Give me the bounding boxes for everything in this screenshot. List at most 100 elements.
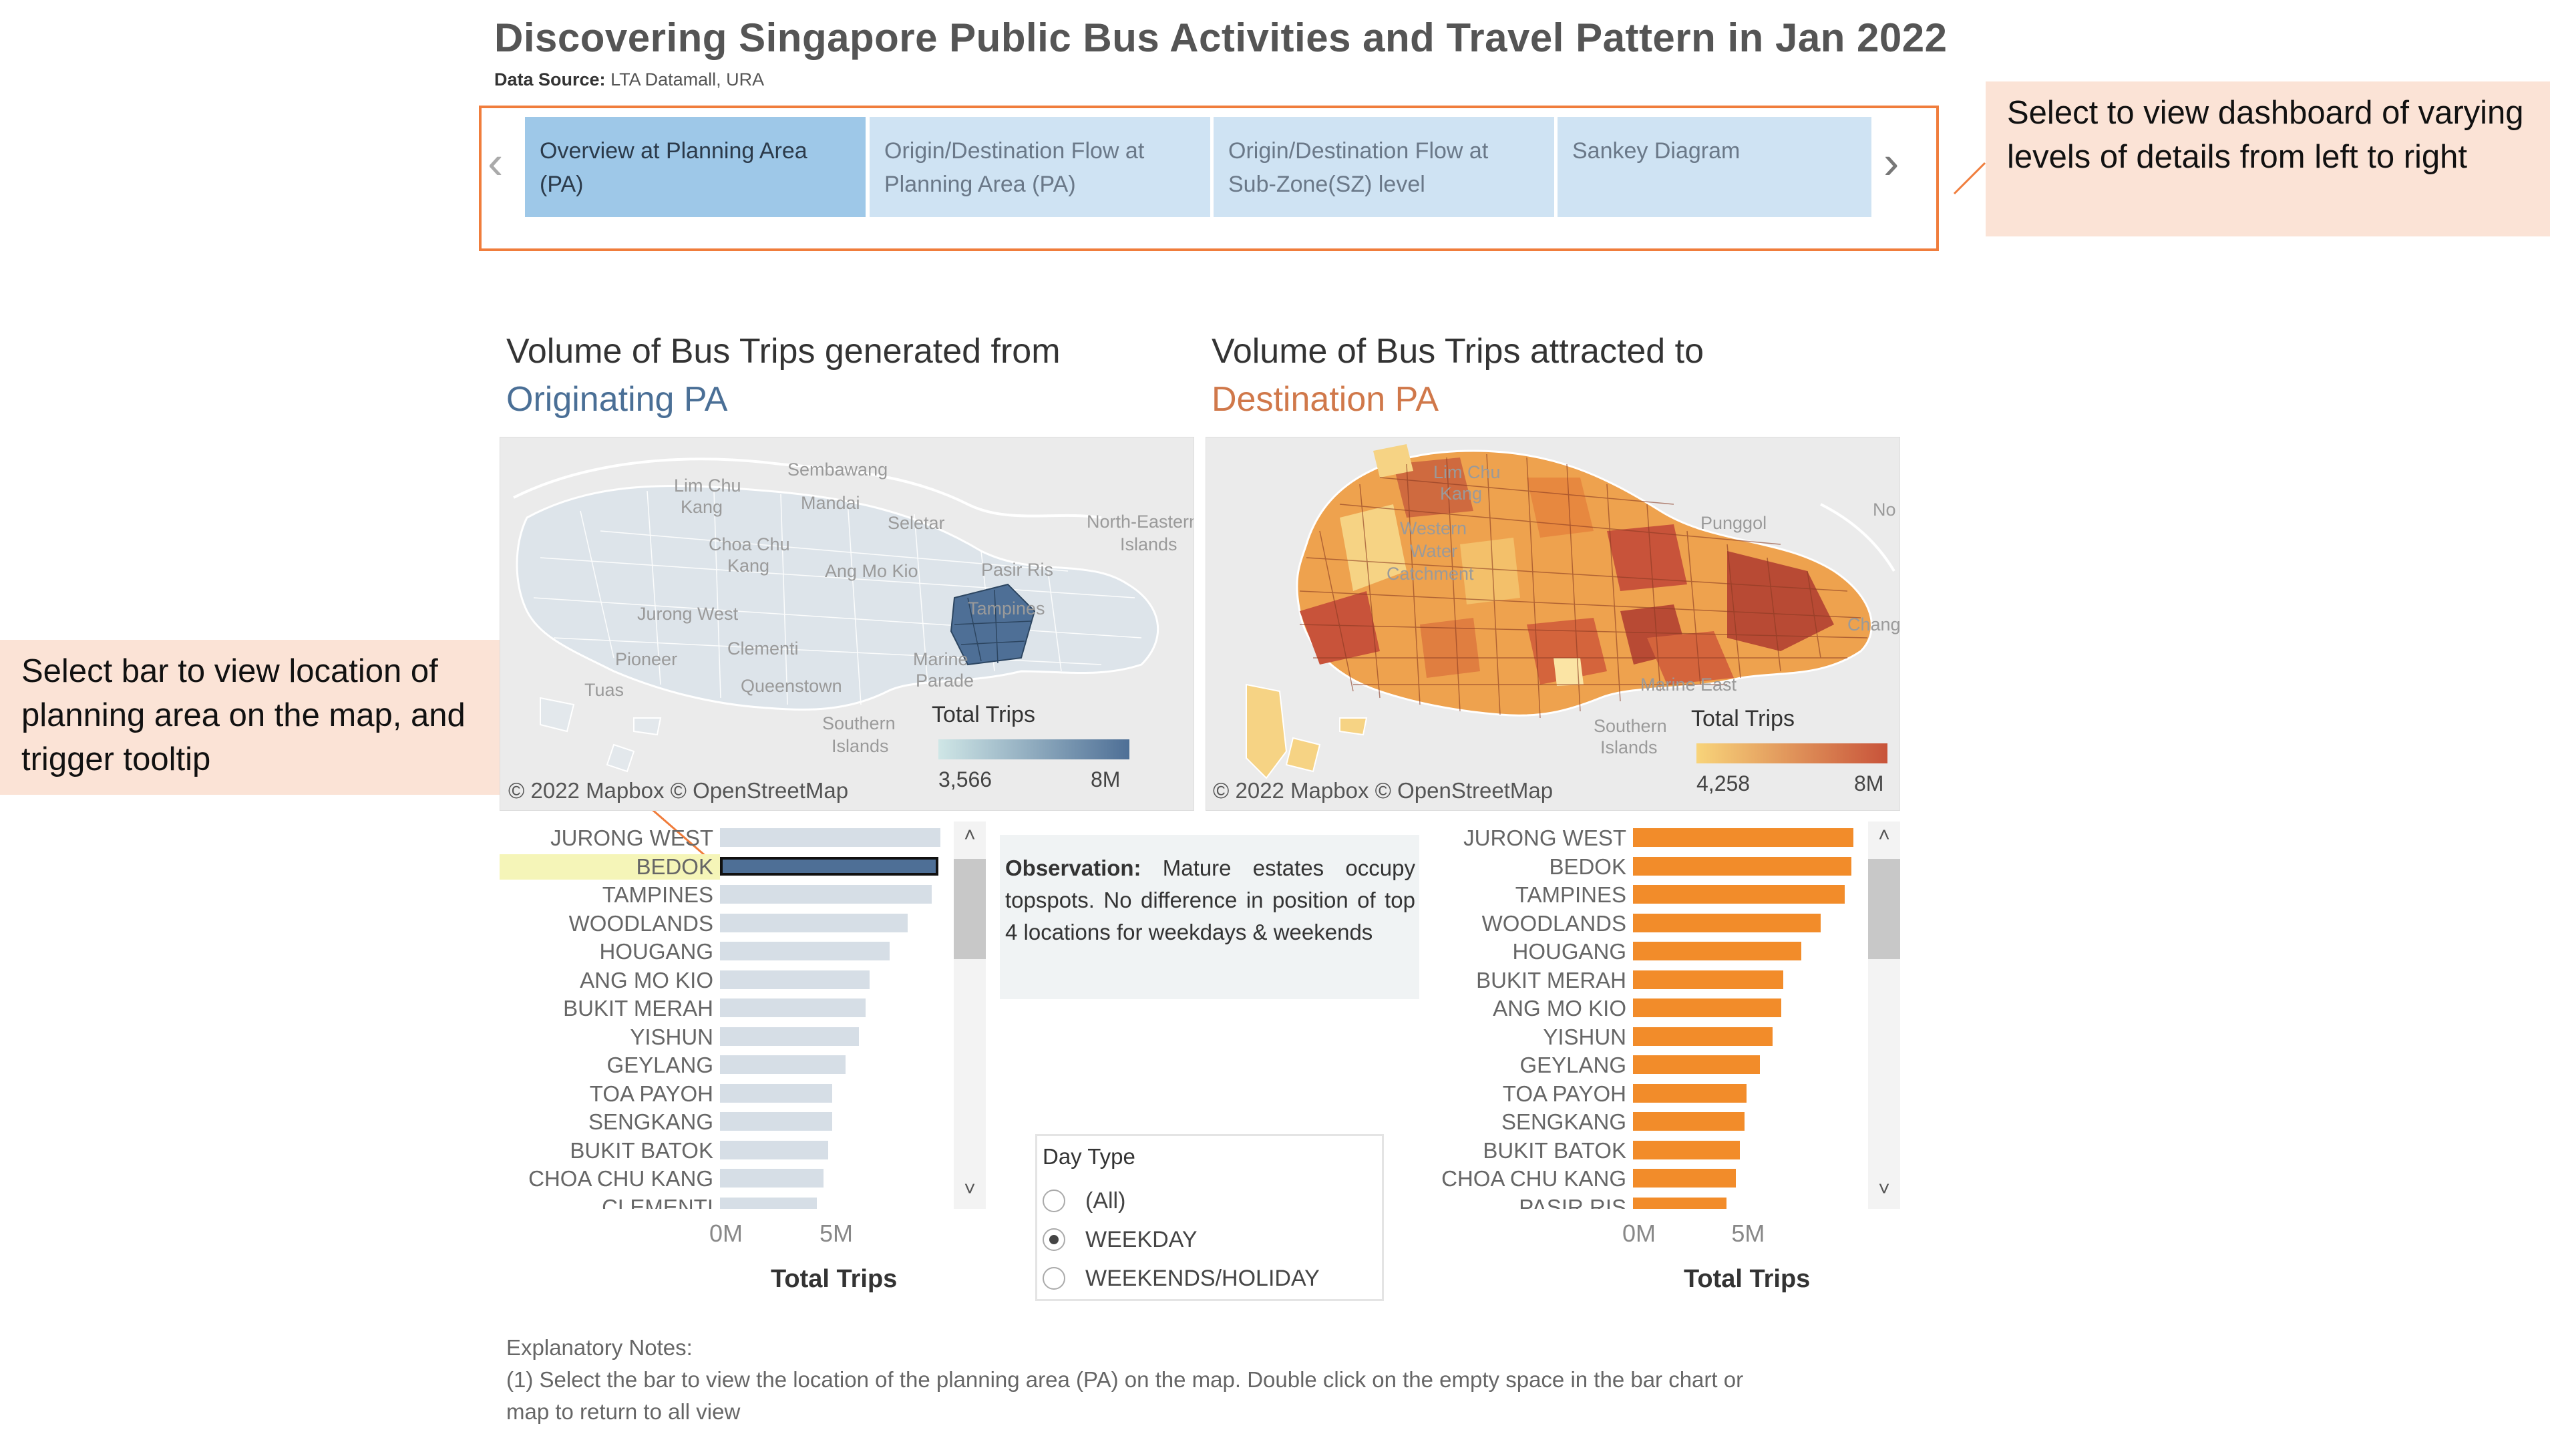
bar-category-label[interactable]: WOODLANDS [1481, 910, 1626, 936]
radio-option-weekends[interactable]: WEEKENDS/HOLIDAY [1043, 1259, 1377, 1298]
bar-category-label[interactable]: JURONG WEST [1463, 826, 1626, 850]
scrollbar-thumb[interactable] [954, 859, 986, 959]
map-label: Seletar [888, 513, 945, 533]
origin-map[interactable]: Sembawang Lim Chu Kang Mandai Seletar No… [500, 437, 1194, 811]
radio-option-all[interactable]: (All) [1043, 1181, 1377, 1220]
bar-category-label[interactable]: HOUGANG [599, 939, 713, 964]
map-label: Parade [916, 671, 974, 691]
bar-category-label[interactable]: ANG MO KIO [1493, 996, 1626, 1021]
map-label: Tampines [968, 598, 1045, 618]
scrollbar-thumb[interactable] [1868, 859, 1900, 959]
bar[interactable] [720, 856, 938, 876]
radio-option-weekday[interactable]: WEEKDAY [1043, 1220, 1377, 1259]
origin-panel-title: Volume of Bus Trips generated from Origi… [506, 332, 1061, 419]
map-credit[interactable]: © 2022 Mapbox © OpenStreetMap [1213, 778, 1554, 803]
bar[interactable] [720, 1112, 833, 1131]
bar-category-label[interactable]: SENGKANG [1501, 1109, 1626, 1134]
tab-label: Sankey Diagram [1572, 138, 1741, 164]
bar[interactable] [720, 998, 866, 1017]
radio-icon[interactable] [1043, 1190, 1065, 1212]
filter-title: Day Type [1043, 1144, 1135, 1169]
radio-icon[interactable] [1043, 1267, 1065, 1290]
bar-category-label[interactable]: SENGKANG [588, 1109, 713, 1134]
chevron-right-icon[interactable]: › [1883, 136, 1899, 188]
bar[interactable] [1633, 1140, 1741, 1159]
bar[interactable] [1633, 942, 1801, 960]
bar-category-label[interactable]: BEDOK [1549, 854, 1626, 879]
bar[interactable] [1633, 913, 1821, 932]
bar-category-label[interactable]: PASIR RIS [1519, 1194, 1626, 1210]
bar-category-label[interactable]: TOA PAYOH [589, 1081, 713, 1106]
legend-gradient [1696, 743, 1887, 763]
bar-category-label[interactable]: BUKIT BATOK [1483, 1137, 1626, 1163]
bar-category-label[interactable]: BEDOK [636, 854, 713, 879]
tab-sankey[interactable]: Sankey Diagram [1558, 117, 1871, 217]
radio-selected-icon[interactable] [1043, 1228, 1065, 1251]
tab-overview-pa[interactable]: Overview at Planning Area (PA) [525, 117, 866, 217]
bar[interactable] [720, 885, 932, 904]
chevron-down-icon[interactable]: ˅ [1878, 1178, 1890, 1200]
chevron-up-icon[interactable]: ˄ [1878, 824, 1890, 846]
notes-title: Explanatory Notes: [506, 1335, 693, 1360]
bar-category-label[interactable]: BUKIT BATOK [570, 1137, 713, 1163]
bar[interactable] [1633, 1197, 1727, 1209]
bar[interactable] [1633, 828, 1853, 847]
bar-category-label[interactable]: WOODLANDS [568, 910, 713, 936]
bar[interactable] [720, 1140, 828, 1159]
map-label: Marine East [1640, 675, 1737, 695]
map-credit[interactable]: © 2022 Mapbox © OpenStreetMap [508, 778, 849, 803]
singapore-map-destination [1246, 444, 1895, 779]
bar-category-label[interactable]: YISHUN [1543, 1024, 1626, 1049]
bar-category-label[interactable]: BUKIT MERAH [1476, 967, 1626, 992]
bar-category-label[interactable]: HOUGANG [1512, 939, 1626, 964]
chevron-down-icon[interactable]: ˅ [964, 1178, 976, 1200]
bar-category-label[interactable]: BUKIT MERAH [563, 996, 713, 1021]
bar[interactable] [1633, 1112, 1745, 1131]
map-label: Kang [1440, 484, 1483, 504]
bar[interactable] [720, 1197, 817, 1209]
bar[interactable] [720, 970, 870, 989]
bar[interactable] [1633, 970, 1784, 989]
bar-category-label[interactable]: CHOA CHU KANG [528, 1166, 713, 1191]
bar-category-label[interactable]: TAMPINES [1515, 882, 1626, 907]
bar[interactable] [1633, 998, 1782, 1017]
destination-map[interactable]: Lim Chu Kang Western Water Catchment Pun… [1206, 437, 1900, 811]
tab-od-flow-sz[interactable]: Origin/Destination Flow at Sub-Zone(SZ) … [1214, 117, 1554, 217]
bar-category-label[interactable]: GEYLANG [606, 1053, 713, 1077]
bar[interactable] [720, 1027, 859, 1046]
tab-od-flow-pa[interactable]: Origin/Destination Flow at Planning Area… [870, 117, 1210, 217]
bar[interactable] [720, 828, 940, 847]
dashboard-nav [479, 106, 1939, 251]
bar[interactable] [720, 1169, 824, 1188]
bar[interactable] [720, 1055, 846, 1074]
singapore-map-origin [513, 458, 1159, 773]
bar[interactable] [1633, 1169, 1736, 1188]
bar-category-label[interactable]: ANG MO KIO [580, 967, 713, 992]
dashboard-title: Discovering Singapore Public Bus Activit… [494, 15, 1948, 60]
tab-label: Origin/Destination Flow at [884, 138, 1145, 164]
radio-label: WEEKDAY [1085, 1226, 1198, 1252]
bar[interactable] [1633, 856, 1851, 876]
bar-category-label[interactable]: TAMPINES [602, 882, 713, 907]
chevron-left-icon[interactable]: ‹ [488, 136, 504, 188]
legend-min: 3,566 [938, 767, 992, 791]
bar-category-label[interactable]: JURONG WEST [550, 826, 713, 850]
bar[interactable] [1633, 885, 1845, 904]
bar-category-label[interactable]: YISHUN [630, 1024, 713, 1049]
bar[interactable] [1633, 1055, 1760, 1074]
map-label: Clementi [727, 639, 799, 659]
bar[interactable] [720, 1083, 833, 1103]
map-label: Pioneer [615, 649, 678, 669]
bar-category-label[interactable]: CHOA CHU KANG [1441, 1166, 1626, 1191]
chevron-up-icon[interactable]: ˄ [964, 824, 976, 846]
map-label: Queenstown [741, 676, 842, 696]
selected-row-highlight [500, 854, 720, 880]
map-label: Sembawang [787, 460, 888, 480]
bar[interactable] [720, 942, 890, 960]
bar-category-label[interactable]: CLEMENTI [602, 1194, 713, 1210]
bar[interactable] [1633, 1083, 1747, 1103]
bar[interactable] [1633, 1027, 1773, 1046]
bar-category-label[interactable]: TOA PAYOH [1502, 1081, 1626, 1106]
bar[interactable] [720, 913, 908, 932]
bar-category-label[interactable]: GEYLANG [1519, 1053, 1626, 1077]
